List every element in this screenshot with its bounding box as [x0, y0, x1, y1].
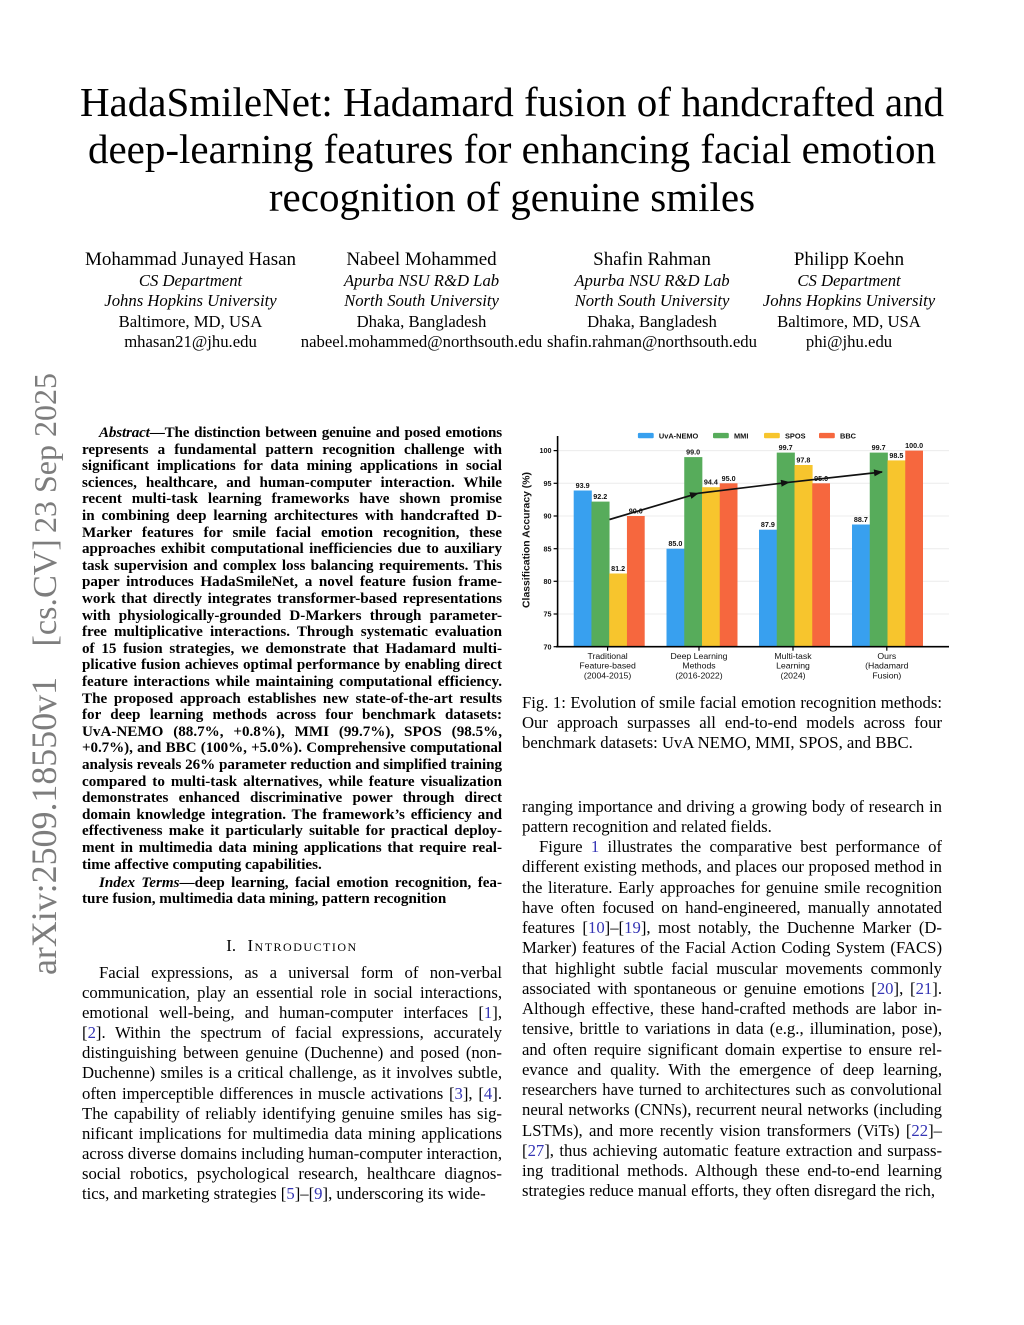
svg-text:90: 90 — [544, 512, 552, 521]
svg-text:87.9: 87.9 — [761, 520, 775, 529]
svg-text:(2024): (2024) — [780, 671, 805, 681]
svg-text:99.7: 99.7 — [779, 443, 793, 452]
svg-text:100: 100 — [540, 446, 552, 455]
svg-text:93.9: 93.9 — [576, 481, 590, 490]
svg-text:95: 95 — [544, 479, 552, 488]
svg-text:99.0: 99.0 — [686, 448, 700, 457]
svg-text:Deep Learning: Deep Learning — [671, 651, 728, 661]
svg-text:100.0: 100.0 — [905, 441, 923, 450]
svg-text:MMI: MMI — [734, 431, 748, 440]
svg-text:SPOS: SPOS — [785, 431, 806, 440]
svg-text:99.7: 99.7 — [872, 443, 886, 452]
svg-text:Learning: Learning — [776, 661, 810, 671]
svg-text:Methods: Methods — [682, 661, 716, 671]
svg-text:94.4: 94.4 — [704, 478, 718, 487]
svg-text:75: 75 — [544, 610, 552, 619]
svg-text:70: 70 — [544, 642, 552, 651]
svg-text:Feature-based: Feature-based — [579, 661, 636, 671]
svg-text:88.7: 88.7 — [854, 515, 868, 524]
svg-text:BBC: BBC — [840, 431, 857, 440]
svg-text:(Hadamard: (Hadamard — [865, 661, 909, 671]
svg-text:Fusion): Fusion) — [872, 671, 901, 681]
svg-text:(2004-2015): (2004-2015) — [584, 671, 631, 681]
svg-text:92.2: 92.2 — [593, 492, 607, 501]
svg-text:(2016-2022): (2016-2022) — [675, 671, 722, 681]
svg-text:81.2: 81.2 — [611, 564, 625, 573]
svg-text:95.0: 95.0 — [722, 474, 736, 483]
svg-text:98.5: 98.5 — [889, 451, 903, 460]
svg-text:Multi-task: Multi-task — [774, 651, 812, 661]
svg-text:Traditional: Traditional — [587, 651, 627, 661]
svg-text:85: 85 — [544, 544, 552, 553]
svg-text:Classification Accuracy (%): Classification Accuracy (%) — [522, 472, 533, 608]
svg-text:80: 80 — [544, 577, 552, 586]
svg-text:85.0: 85.0 — [668, 539, 682, 548]
svg-text:UvA-NEMO: UvA-NEMO — [659, 431, 699, 440]
svg-text:Ours: Ours — [877, 651, 896, 661]
svg-text:97.8: 97.8 — [796, 456, 810, 465]
